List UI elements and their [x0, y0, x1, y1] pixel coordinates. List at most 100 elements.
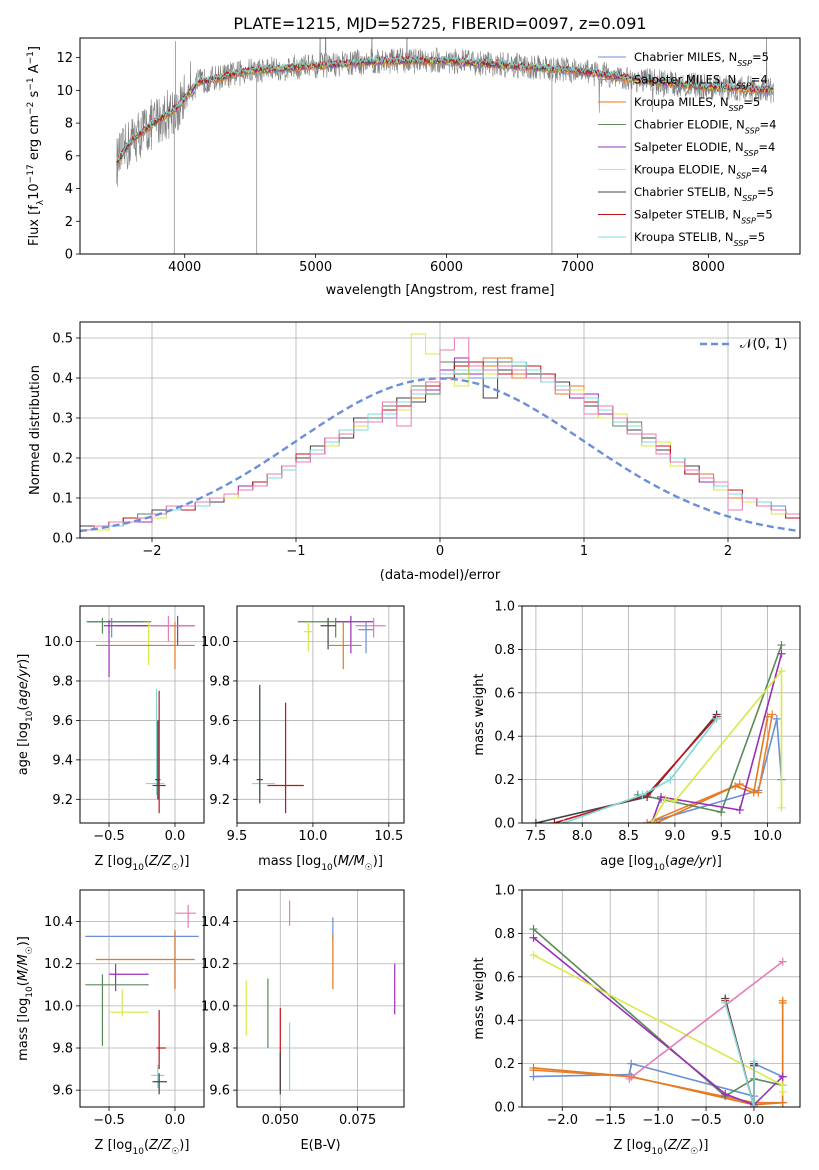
x-tick-label: −2 [142, 544, 161, 559]
y-axis-label: age [log10(age/yr)] [16, 654, 35, 776]
legend-label: Salpeter ELODIE, NSSP=4 [634, 140, 775, 158]
panel-age_vs_mass: 9.5 10.0 10.5 9.2 9.4 9.6 9.8 10.0 mass [log10(M… [201, 605, 405, 873]
label-part: mass [log [16, 998, 31, 1061]
label-part: Z [log [95, 1138, 133, 1153]
weight-point-marker [661, 795, 670, 804]
panel-mass_vs_EBV: 0.050 0.075 9.6 9.8 10.0 10.2 10.4 E(B-V) [201, 889, 405, 1153]
label-part: Z/Z [148, 1138, 172, 1153]
y-tick-label: 0.8 [494, 643, 515, 658]
panel-mass_weight_vs_Z: −2.0 −1.5 −1.0 −0.5 0.0 0.0 0.2 0.4 0.6 0.8 1.0 Z [… [472, 884, 801, 1157]
axes-frame [79, 321, 801, 539]
y-tick-label: 9.6 [209, 714, 230, 729]
label-part: ) [179, 854, 184, 869]
y-tick-label: 0.4 [52, 372, 73, 387]
label-part: ☉ [690, 1147, 698, 1157]
legend-label: Kroupa STELIB, NSSP=5 [634, 230, 765, 248]
label-part: λ [36, 199, 46, 205]
weight-point-marker [778, 1072, 787, 1081]
axes-frame [236, 889, 405, 1108]
label-part: A [27, 64, 42, 77]
y-tick-label: 0.6 [494, 686, 515, 701]
weight-point-marker [657, 792, 665, 801]
weight-point-marker [749, 788, 758, 797]
x-tick-label: 6000 [430, 260, 463, 275]
weight-point-marker [721, 998, 730, 1007]
error-bar-point [145, 688, 165, 796]
label-part: ) [698, 1138, 703, 1153]
x-tick-label: 0.0 [165, 829, 186, 844]
y-tick-label: 9.6 [209, 1084, 230, 1099]
weight-series-line [656, 716, 769, 823]
label-part: ) [16, 659, 31, 664]
x-axis-label: mass [log10(M/M☉)] [258, 854, 383, 873]
panel-age_vs_Z: −0.5 0.09.29.49.69.810.0Z [log10(Z/Z☉)]ag… [16, 605, 205, 873]
label-part: ☉ [171, 1147, 179, 1157]
legend-text: Salpeter STELIB, N [634, 208, 741, 222]
plot-area [522, 606, 800, 823]
weight-series-line [650, 653, 783, 823]
legend-sub: SSP [736, 81, 751, 90]
y-tick-label: 0.2 [494, 773, 515, 788]
weight-point-marker [768, 710, 777, 719]
y-tick-label: 9.8 [209, 1042, 230, 1057]
y-tick-label: 6 [65, 149, 73, 164]
y-tick-label: 8 [65, 117, 73, 132]
x-tick-label: 7000 [561, 260, 594, 275]
label-part: ( [663, 1138, 668, 1153]
y-tick-label: 9.6 [52, 1084, 73, 1099]
legend-text: Chabrier MILES, N [634, 50, 737, 64]
figure-title: PLATE=1215, MJD=52725, FIBERID=0097, z=0… [233, 14, 646, 33]
x-tick-label: 8.0 [572, 829, 593, 844]
plot-area [80, 890, 204, 1107]
legend-sub: SSP [744, 149, 759, 158]
error-bar-point [152, 690, 166, 814]
weight-point-marker [735, 805, 744, 814]
label-part: ( [144, 1138, 149, 1153]
legend-label: Kroupa ELODIE, NSSP=4 [634, 163, 768, 181]
y-axis-label: mass weight [472, 673, 487, 755]
x-axis-label: Z [log10(Z/Z☉)] [95, 1138, 190, 1157]
plot-area [237, 606, 404, 823]
y-tick-label: 9.8 [52, 1042, 73, 1057]
label-part: −1 [26, 51, 36, 64]
weight-point-marker [652, 819, 661, 823]
error-bar-point [267, 702, 304, 814]
label-part: ) [712, 854, 717, 869]
y-tick-label: 10.4 [201, 915, 230, 930]
weight-point-marker [777, 649, 786, 658]
weight-series-line [532, 937, 784, 1106]
y-tick-label: 4 [65, 182, 73, 197]
label-part: ) [179, 1138, 184, 1153]
x-tick-label: 0.050 [262, 1113, 299, 1128]
model-line [116, 55, 774, 161]
error-bar-point [358, 621, 374, 654]
y-tick-label: 0.3 [52, 412, 73, 427]
legend-label: Salpeter STELIB, NSSP=5 [634, 208, 773, 226]
legend-label: Chabrier ELODIE, NSSP=4 [634, 118, 776, 136]
x-axis-label: age [log10(age/yr)] [600, 854, 722, 873]
legend-text: =4 [760, 118, 777, 132]
y-axis-label: Flux [fλ10−17 erg cm−2 s−1 A−1] [26, 46, 46, 246]
label-part: mass [log [258, 854, 321, 869]
label-part: ] [378, 854, 383, 869]
histogram-series [80, 337, 800, 531]
legend-label: Chabrier STELIB, NSSP=5 [634, 185, 774, 203]
label-part: ☉ [171, 863, 179, 873]
axes-frame [236, 605, 405, 824]
legend-label: Chabrier MILES, NSSP=5 [634, 50, 769, 68]
axes-frame [79, 889, 205, 1108]
y-tick-label: 0.2 [494, 1057, 515, 1072]
legend-sub: SSP [737, 59, 752, 68]
error-bar-point [256, 684, 263, 804]
label-part: ] [27, 46, 42, 51]
panel-residuals: −2 −1 0 1 2 0.0 0.1 0.2 0.3 0.4 0.5 Normed distribu… [28, 321, 801, 583]
weight-point-marker [778, 1087, 787, 1096]
legend-sub: SSP [736, 171, 751, 180]
label-part: ) [373, 854, 378, 869]
y-tick-label: 10.0 [44, 635, 73, 650]
label-part: age/yr [670, 854, 713, 869]
x-tick-label: −2.0 [546, 1113, 578, 1128]
x-tick-label: −1.5 [594, 1113, 626, 1128]
x-tick-label: 5000 [299, 260, 332, 275]
